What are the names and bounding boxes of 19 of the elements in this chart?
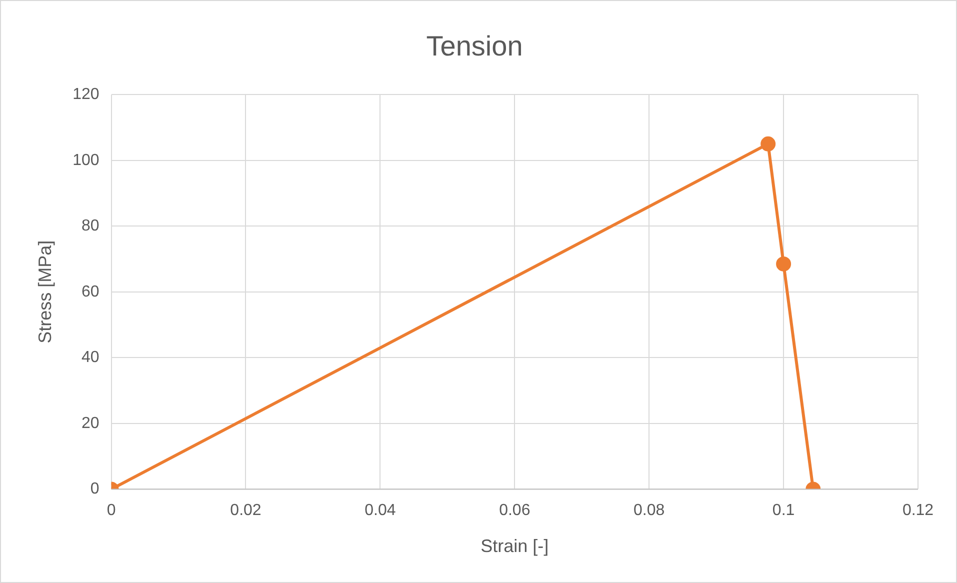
x-tick-label: 0.06 <box>499 502 530 520</box>
x-tick-label: 0.1 <box>772 502 795 520</box>
point <box>760 136 776 152</box>
x-tick-label: 0 <box>106 502 116 520</box>
x-tick-label: 0.04 <box>364 502 396 520</box>
y-axis-title: Stress [MPa] <box>34 240 55 344</box>
y-tick-label: 0 <box>90 480 100 498</box>
y-tick-label: 40 <box>82 349 100 366</box>
y-tick-label: 80 <box>82 218 100 235</box>
y-tick-label: 100 <box>72 152 100 169</box>
y-tick-label: 120 <box>72 86 100 104</box>
y-tick-label: 20 <box>82 414 100 432</box>
x-tick-label: 0.08 <box>634 502 665 520</box>
x-axis-title: Strain [-] <box>480 536 549 556</box>
x-tick-label: 0.02 <box>230 502 262 520</box>
y-tick-label: 60 <box>82 283 100 300</box>
x-tick-label: 0.12 <box>902 502 934 520</box>
point <box>776 256 792 272</box>
chart-title: Tension <box>426 30 523 62</box>
